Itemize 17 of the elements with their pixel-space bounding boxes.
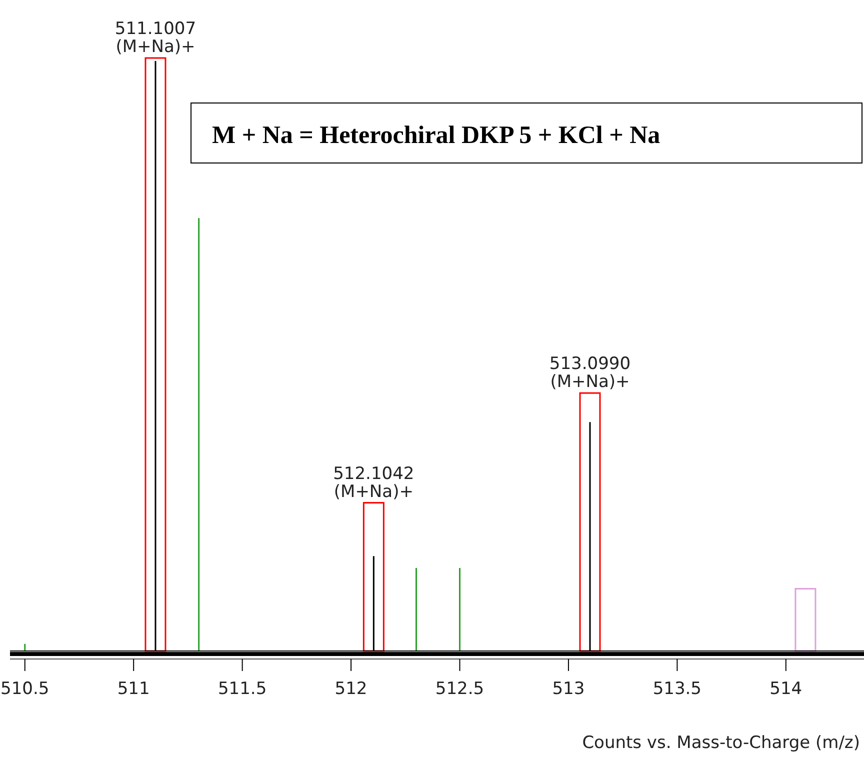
bar xyxy=(144,57,166,652)
x-tick-label: 513.5 xyxy=(652,679,702,699)
annotation: 512.1042 (M+Na)+ xyxy=(333,464,414,502)
x-tick-label: 511 xyxy=(117,679,150,699)
annotation: 513.0990 (M+Na)+ xyxy=(549,354,631,392)
x-tick-label: 511.5 xyxy=(218,679,267,699)
x-tick-label: 514 xyxy=(770,679,802,699)
x-tick-label: 513 xyxy=(552,679,585,699)
bar xyxy=(794,588,816,652)
x-tick-label: 510.5 xyxy=(0,679,50,699)
annotation: M + Na = Heterochiral DKP 5 + KCl + Na xyxy=(212,122,661,149)
x-tick-label: 512 xyxy=(334,679,368,699)
annotation: 511.1007 (M+Na)+ xyxy=(114,19,196,57)
x-axis-title: Counts vs. Mass-to-Charge (m/z) xyxy=(582,733,860,753)
bar xyxy=(579,392,601,652)
x-tick-label: 512.5 xyxy=(435,679,484,699)
bar xyxy=(362,502,384,652)
